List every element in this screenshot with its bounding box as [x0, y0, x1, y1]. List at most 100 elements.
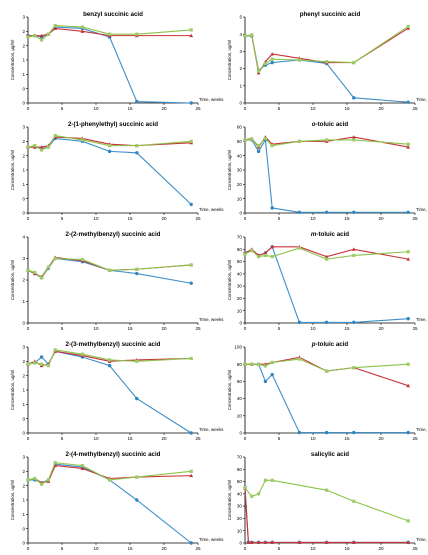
y-tick-label-phenylethyl: 0 — [22, 196, 25, 201]
y-tick-label-methylbenzyl2: 4 — [22, 235, 25, 240]
y-tick-label-methylbenzyl3: 3 — [22, 345, 25, 350]
data-point-phenylethyl-green — [135, 144, 139, 148]
y-tick-label-benzyl: 1 — [22, 58, 25, 63]
chart-panel-methylbenzyl4: 2-(4-methylbenzyl) succinic acid00112230… — [10, 451, 224, 551]
panel-title-text-mtoluic: -toluic acid — [316, 231, 349, 238]
y-tick-label-phenyl: 3 — [239, 49, 242, 54]
y-tick-label-methylbenzyl4: 3 — [22, 455, 25, 460]
data-point-mtoluic-green — [243, 252, 247, 256]
x-axis-label-otoluic: Time, weeks — [416, 207, 428, 212]
y-tick-label-phenylethyl: 2 — [22, 153, 25, 158]
x-tick-label-methylbenzyl2: 5 — [61, 326, 64, 331]
data-point-ptoluic-green — [263, 364, 267, 368]
data-point-benzyl-blue — [189, 101, 193, 105]
data-point-phenyl-green — [257, 69, 261, 73]
data-point-methylbenzyl2-blue — [135, 271, 139, 276]
chart-panel-salicylic: salicylic acid 0 10 20 30 40 50 60 70 0 5 10 15 20 25 C… — [227, 451, 428, 551]
series-line-ptoluic-blue — [245, 363, 409, 434]
series-line-methylbenzyl2-green — [27, 257, 192, 279]
x-tick-label-phenylethyl: 5 — [61, 216, 64, 221]
data-point-otoluic-green — [352, 138, 356, 142]
data-point-methylbenzyl2-green — [33, 270, 37, 275]
data-point-mtoluic-red — [406, 257, 411, 261]
data-point-methylbenzyl4-green — [135, 475, 139, 479]
y-tick-label-salicylic: 70 — [237, 455, 243, 460]
x-tick-label-otoluic: 5 — [278, 216, 281, 221]
data-point-benzyl-green — [53, 24, 57, 28]
panel-title-phenylethyl: 2-(1-phenylethyl) succinic acid — [68, 121, 158, 128]
data-point-ptoluic-blue — [270, 372, 274, 377]
data-point-benzyl-green — [80, 25, 84, 29]
panel-title-text-phenylethyl: 2-(1-phenylethyl) succinic acid — [68, 121, 158, 128]
y-tick-label-ptoluic: 20 — [237, 413, 243, 418]
series-line-salicylic-blue — [244, 487, 409, 543]
y-tick-label-salicylic: 60 — [237, 467, 243, 472]
data-point-methylbenzyl2-green — [135, 267, 139, 271]
data-point-phenylethyl-blue — [107, 149, 112, 154]
data-point-methylbenzyl3-green — [46, 364, 50, 368]
x-tick-label-salicylic: 15 — [344, 546, 350, 550]
data-point-mtoluic-green — [257, 255, 261, 259]
data-point-mtoluic-green — [325, 257, 329, 261]
data-point-methylbenzyl4-green — [108, 478, 112, 482]
y-tick-label-phenylethyl: 3 — [22, 125, 25, 130]
data-point-otoluic-green — [270, 144, 274, 148]
data-point-ptoluic-green — [243, 362, 247, 366]
panel-title-text-ptoluic: -toluic acid — [316, 341, 349, 348]
data-point-methylbenzyl3-blue — [135, 396, 139, 401]
chart-panel-methylbenzyl3: 2-(3-methylbenzyl) succinic acid00112230… — [10, 341, 224, 441]
x-tick-label-salicylic: 0 — [244, 546, 247, 550]
x-tick-label-phenylethyl: 0 — [27, 216, 30, 221]
y-axis-label-methylbenzyl2: Concentration, ug/ml — [10, 260, 15, 301]
data-point-phenylethyl-green — [80, 138, 84, 142]
x-tick-label-phenylethyl: 25 — [195, 216, 201, 221]
data-point-salicylic-red — [297, 540, 302, 544]
x-tick-label-ptoluic: 0 — [244, 436, 247, 441]
y-axis-label-methylbenzyl3: Concentration, ug/ml — [10, 370, 15, 411]
x-tick-label-salicylic: 5 — [278, 546, 281, 550]
x-tick-label-otoluic: 25 — [412, 216, 418, 221]
data-point-ptoluic-green — [406, 362, 410, 366]
y-tick-label-methylbenzyl3: 1 — [22, 402, 25, 407]
y-tick-label-mtoluic: 20 — [237, 296, 243, 301]
data-point-phenylethyl-red — [39, 145, 44, 149]
chart-panel-methylbenzyl2: 2-(2-methylbenzyl) succinic acid 0 1 2 3 4 0 5 1… — [10, 231, 224, 331]
data-point-otoluic-blue — [256, 149, 261, 154]
y-tick-label-salicylic: 10 — [237, 528, 243, 533]
data-point-methylbenzyl4-green — [46, 478, 50, 482]
data-point-phenylethyl-green — [108, 144, 112, 148]
x-tick-label-salicylic: 10 — [310, 546, 316, 550]
y-tick-label-phenyl: 1 — [239, 83, 242, 88]
data-point-phenyl-green — [270, 57, 274, 61]
data-point-benzyl-red — [189, 33, 194, 38]
y-tick-label-methylbenzyl4: 1 — [22, 512, 25, 517]
data-point-otoluic-blue — [324, 210, 329, 214]
chart-panel-mtoluic: m-toluic acid 0 10 20 30 40 50 60 70 0 5 10 15 20 25 Co… — [227, 231, 428, 331]
x-tick-label-methylbenzyl4: 10 — [93, 546, 99, 550]
y-tick-label-methylbenzyl2: 1 — [22, 299, 25, 304]
x-tick-label-ptoluic: 20 — [378, 436, 384, 441]
data-point-benzyl-blue — [135, 99, 139, 104]
series-line-salicylic-green — [244, 479, 409, 522]
data-point-mtoluic-green — [406, 250, 410, 254]
x-tick-label-phenylethyl: 10 — [93, 216, 99, 221]
y-tick-label-mtoluic: 40 — [237, 271, 243, 276]
panel-title-text-otoluic: -toluic acid — [316, 121, 349, 128]
data-point-methylbenzyl4-green — [189, 469, 193, 473]
data-point-benzyl-green — [33, 34, 37, 38]
chart-panel-ptoluic: p-toluic acid 0 20 40 60 80 100 0 5 10 15 20 25 Conce… — [227, 341, 428, 441]
data-point-phenylethyl-green — [53, 134, 57, 138]
data-point-phenyl-blue — [270, 60, 274, 65]
y-tick-label-mtoluic: 30 — [237, 284, 243, 289]
data-point-otoluic-green — [243, 138, 247, 142]
x-tick-label-methylbenzyl4: 25 — [195, 546, 201, 550]
panel-title-methylbenzyl2: 2-(2-methylbenzyl) succinic acid — [66, 231, 161, 238]
panel-title-ptoluic: p-toluic acid — [311, 341, 349, 348]
data-point-phenyl-green — [325, 60, 329, 64]
y-tick-label-ptoluic: 40 — [237, 396, 243, 401]
panel-title-benzyl: benzyl succinic acid — [83, 11, 143, 18]
data-point-salicylic-red — [324, 540, 329, 544]
x-tick-label-mtoluic: 20 — [378, 326, 384, 331]
